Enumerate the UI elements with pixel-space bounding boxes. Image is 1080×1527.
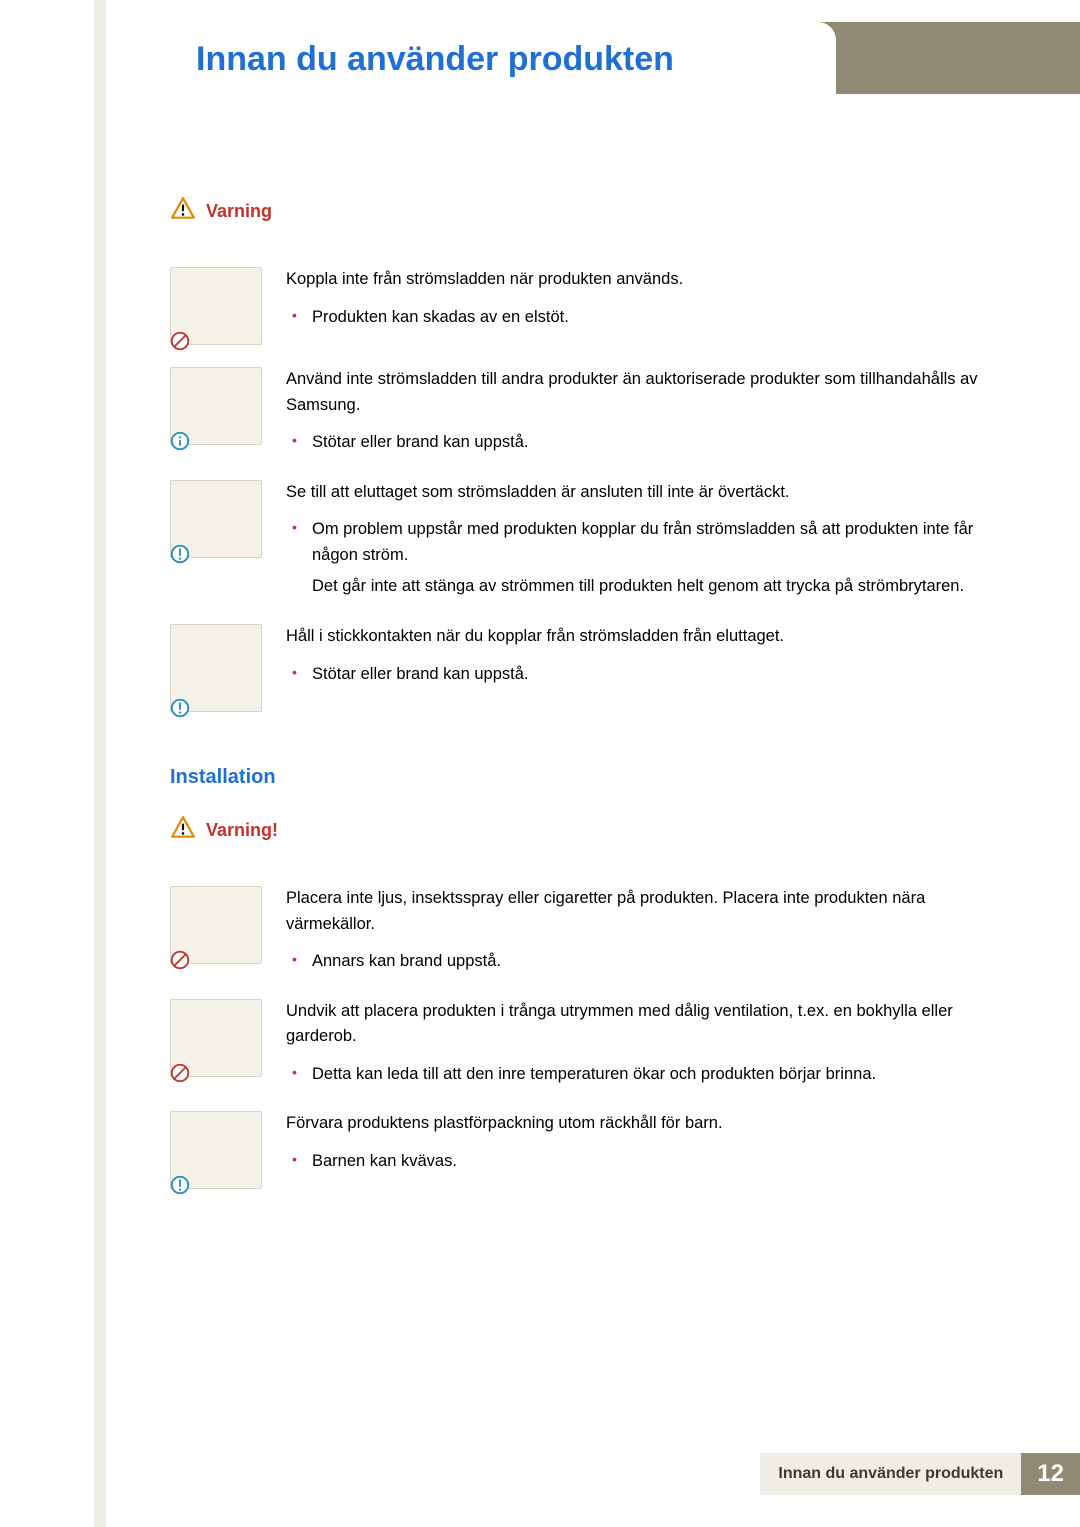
warning-icon bbox=[170, 196, 196, 227]
item-lead: Undvik att placera produkten i trånga ut… bbox=[286, 999, 980, 1050]
warning-row-2: Varning! bbox=[170, 815, 980, 846]
safety-item: Se till att eluttaget som strömsladden ä… bbox=[170, 480, 980, 610]
prohibit-icon bbox=[168, 1061, 192, 1085]
item-bullet: Stötar eller brand kan uppstå. bbox=[312, 662, 980, 688]
section-title: Installation bbox=[170, 766, 980, 789]
bullet-text: Om problem uppstår med produkten kopplar… bbox=[312, 520, 973, 564]
item-text: Se till att eluttaget som strömsladden ä… bbox=[286, 480, 980, 610]
page-title: Innan du använder produkten bbox=[196, 40, 674, 79]
item-bullet: Stötar eller brand kan uppstå. bbox=[312, 430, 980, 456]
item-text: Koppla inte från strömsladden när produk… bbox=[286, 267, 980, 340]
warning-icon bbox=[170, 815, 196, 846]
prohibit-icon bbox=[168, 329, 192, 353]
info-icon bbox=[168, 429, 192, 453]
item-text: Undvik att placera produkten i trånga ut… bbox=[286, 999, 980, 1098]
item-bullet: Barnen kan kvävas. bbox=[312, 1149, 980, 1175]
icon-block bbox=[170, 886, 262, 972]
warning-row-1: Varning bbox=[170, 196, 980, 227]
icon-block bbox=[170, 480, 262, 566]
item-bullet: Om problem uppstår med produkten kopplar… bbox=[312, 517, 980, 600]
safety-item: Förvara produktens plastförpackning utom… bbox=[170, 1111, 980, 1197]
item-text: Placera inte ljus, insektsspray eller ci… bbox=[286, 886, 980, 985]
content: Varning Koppla inte från strömsladden nä… bbox=[170, 190, 980, 1211]
prohibit-icon bbox=[168, 948, 192, 972]
caution-icon bbox=[168, 542, 192, 566]
safety-item: Placera inte ljus, insektsspray eller ci… bbox=[170, 886, 980, 985]
item-lead: Koppla inte från strömsladden när produk… bbox=[286, 267, 980, 293]
safety-item: Håll i stickkontakten när du kopplar frå… bbox=[170, 624, 980, 720]
item-bullet: Annars kan brand uppstå. bbox=[312, 949, 980, 975]
safety-item: Undvik att placera produkten i trånga ut… bbox=[170, 999, 980, 1098]
item-bullet: Detta kan leda till att den inre tempera… bbox=[312, 1062, 980, 1088]
safety-item: Koppla inte från strömsladden när produk… bbox=[170, 267, 980, 353]
item-lead: Använd inte strömsladden till andra prod… bbox=[286, 367, 980, 418]
footer: Innan du använder produkten 12 bbox=[760, 1453, 1080, 1495]
left-rail bbox=[94, 0, 106, 1527]
item-lead: Förvara produktens plastförpackning utom… bbox=[286, 1111, 980, 1137]
item-lead: Se till att eluttaget som strömsladden ä… bbox=[286, 480, 980, 506]
item-lead: Placera inte ljus, insektsspray eller ci… bbox=[286, 886, 980, 937]
footer-label: Innan du använder produkten bbox=[760, 1453, 1021, 1495]
item-bullet: Produkten kan skadas av en elstöt. bbox=[312, 305, 980, 331]
title-box: Innan du använder produkten bbox=[106, 22, 836, 132]
icon-block bbox=[170, 367, 262, 453]
item-text: Förvara produktens plastförpackning utom… bbox=[286, 1111, 980, 1184]
icon-block bbox=[170, 624, 262, 720]
item-lead: Håll i stickkontakten när du kopplar frå… bbox=[286, 624, 980, 650]
warning-label-2: Varning! bbox=[206, 820, 278, 841]
warning-label-1: Varning bbox=[206, 201, 272, 222]
item-text: Håll i stickkontakten när du kopplar frå… bbox=[286, 624, 980, 697]
caution-icon bbox=[168, 1173, 192, 1197]
caution-icon bbox=[168, 696, 192, 720]
bullet-continuation: Det går inte att stänga av strömmen till… bbox=[312, 574, 980, 600]
item-text: Använd inte strömsladden till andra prod… bbox=[286, 367, 980, 466]
footer-page: 12 bbox=[1021, 1453, 1080, 1495]
icon-block bbox=[170, 267, 262, 353]
icon-block bbox=[170, 1111, 262, 1197]
icon-block bbox=[170, 999, 262, 1085]
safety-item: Använd inte strömsladden till andra prod… bbox=[170, 367, 980, 466]
